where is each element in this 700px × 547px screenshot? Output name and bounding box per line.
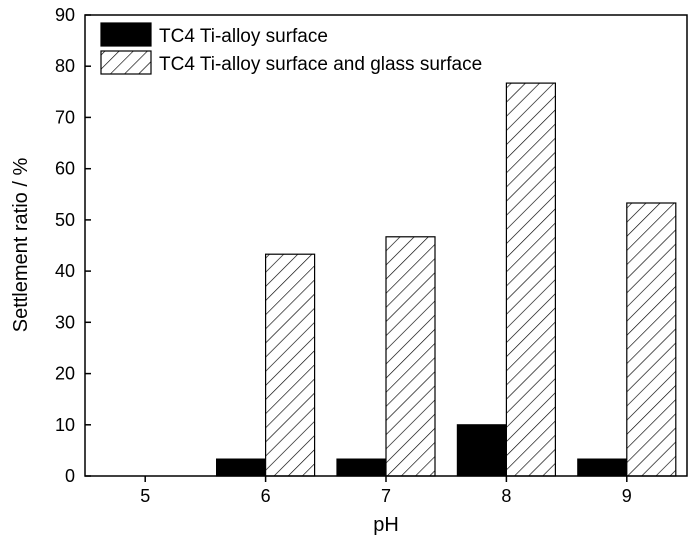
bar-solid-ph-8 [456,424,507,477]
bar-solid-ph-7 [336,458,387,477]
y-axis-title: Settlement ratio / % [10,158,32,333]
legend-swatch-solid [100,22,152,47]
bar-hatched-ph-6 [265,253,316,477]
bar-hatched-ph-8 [505,82,556,477]
x-axis-title: pH [373,514,399,536]
bar-hatched-ph-7 [385,236,436,477]
y-tick-label: 50 [55,210,75,230]
y-tick-label: 70 [55,107,75,127]
legend: TC4 Ti-alloy surface TC4 Ti-alloy surfac… [100,22,482,75]
x-tick-label: 6 [261,486,271,506]
bar-solid-ph-6 [216,458,267,477]
y-tick-label: 10 [55,415,75,435]
y-tick-label: 0 [65,466,75,486]
legend-label-solid: TC4 Ti-alloy surface [159,26,328,47]
bar-solid-ph-9 [577,458,628,477]
y-tick-label: 60 [55,159,75,179]
bars-layer [216,82,677,477]
x-tick-label: 8 [501,486,511,506]
plot-area-frame [84,14,688,477]
y-tick-label: 90 [55,5,75,25]
x-tick-label: 7 [381,486,391,506]
legend-label-hatched: TC4 Ti-alloy surface and glass surface [159,54,482,75]
y-tick-label: 20 [55,364,75,384]
y-tick-label: 80 [55,56,75,76]
y-tick-label: 30 [55,312,75,332]
y-tick-label: 40 [55,261,75,281]
x-tick-label: 5 [140,486,150,506]
legend-swatch-hatched [100,50,152,75]
x-tick-label: 9 [622,486,632,506]
bar-hatched-ph-9 [626,202,677,477]
